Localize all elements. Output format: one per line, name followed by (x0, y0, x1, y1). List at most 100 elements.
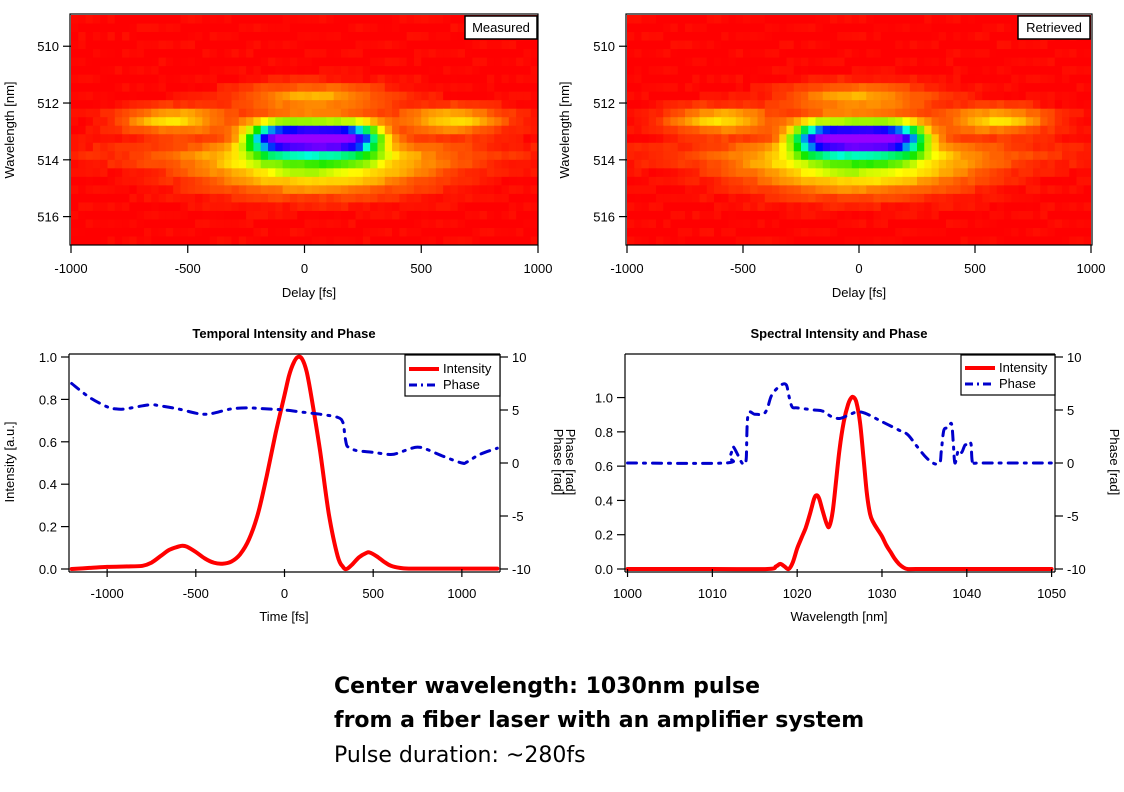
heatmap-cell (472, 151, 481, 161)
heatmap-cell (238, 15, 247, 25)
heatmap-cell (435, 236, 444, 245)
heatmap-cell (370, 49, 379, 59)
heatmap-cell (706, 117, 715, 127)
heatmap-cell (71, 117, 79, 127)
heatmap-cell (494, 185, 503, 195)
heatmap-cell (938, 74, 947, 84)
heatmap-cell (641, 134, 650, 144)
heatmap-cell (100, 108, 109, 118)
heatmap-cell (786, 168, 795, 178)
heatmap-cell (1054, 193, 1063, 204)
heatmap-cell (1004, 15, 1012, 25)
heatmap-cell (333, 210, 342, 221)
heatmap-cell (304, 15, 313, 25)
heatmap-cell (297, 91, 306, 101)
heatmap-cell (224, 219, 233, 229)
heatmap-cell (428, 185, 437, 195)
heatmap-cell (931, 219, 940, 229)
heatmap-cell (238, 100, 247, 110)
heatmap-cell (670, 219, 679, 229)
heatmap-cell (801, 210, 809, 221)
heatmap-cell (319, 91, 327, 101)
heatmap-cell (989, 176, 998, 186)
heatmap-cell (844, 83, 853, 93)
heatmap-cell (340, 168, 349, 178)
heatmap-cell (648, 108, 657, 118)
heatmap-cell (370, 108, 379, 118)
heatmap-cell (428, 202, 437, 212)
heatmap-cell (260, 202, 269, 212)
heatmap-cell (692, 57, 701, 67)
heatmap-cell (1076, 49, 1085, 59)
y2-tick-label: 10 (512, 350, 526, 365)
heatmap-cell (1069, 176, 1078, 186)
heatmap-cell (859, 159, 867, 169)
heatmap-cell (435, 74, 444, 84)
heatmap-cell (377, 23, 386, 33)
heatmap-cell (960, 142, 969, 152)
heatmap-cell (530, 83, 538, 93)
heatmap-cell (246, 91, 255, 101)
heatmap-cell (231, 108, 240, 118)
heatmap-cell (92, 91, 101, 101)
heatmap-cell (1040, 176, 1049, 186)
heatmap-cell (151, 15, 160, 25)
heatmap-cell (989, 236, 998, 245)
heatmap-cell (1062, 125, 1070, 135)
heatmap-cell (508, 74, 517, 84)
heatmap-cell (743, 236, 751, 245)
heatmap-cell (136, 83, 145, 93)
heatmap-cell (457, 108, 466, 118)
heatmap-cell (304, 57, 313, 67)
heatmap-cell (1054, 108, 1063, 118)
heatmap-cell (830, 142, 838, 152)
heatmap-cell (1004, 202, 1012, 212)
heatmap-cell (340, 32, 349, 42)
heatmap-cell (494, 134, 503, 144)
heatmap-cell (443, 32, 452, 42)
heatmap-cell (392, 236, 400, 245)
heatmap-cell (750, 40, 759, 50)
heatmap-cell (472, 202, 481, 212)
heatmap-cell (85, 151, 94, 161)
heatmap-cell (78, 40, 87, 50)
heatmap-cell (238, 117, 247, 127)
heatmap-cell (122, 66, 130, 76)
heatmap-cell (486, 159, 495, 169)
heatmap-cell (443, 134, 452, 144)
heatmap-cell (837, 142, 846, 152)
heatmap-cell (844, 236, 853, 245)
heatmap-cell (355, 91, 364, 101)
heatmap-cell (180, 176, 189, 186)
heatmap-cell (523, 202, 532, 212)
heatmap-cell (1011, 125, 1020, 135)
heatmap-cell (406, 168, 415, 178)
heatmap-cell (268, 57, 276, 67)
heatmap-cell (435, 151, 444, 161)
heatmap-cell (880, 15, 889, 25)
heatmap-cell (764, 193, 773, 204)
heatmap-cell (989, 57, 998, 67)
heatmap-cell (202, 176, 211, 186)
heatmap-cell (311, 151, 320, 161)
heatmap-cell (289, 23, 298, 33)
heatmap-cell (494, 219, 503, 229)
heatmap-cell (114, 15, 123, 25)
heatmap-cell (457, 40, 466, 50)
heatmap-cell (692, 23, 701, 33)
heatmap-cell (78, 202, 87, 212)
heatmap-cell (165, 134, 174, 144)
heatmap-cell (326, 40, 335, 50)
heatmap-cell (508, 125, 517, 135)
heatmap-cell (340, 185, 349, 195)
heatmap-cell (377, 108, 386, 118)
heatmap-cell (289, 236, 298, 245)
heatmap-cell (246, 40, 255, 50)
heatmap-cell (743, 57, 751, 67)
spectral-plot: Spectral Intensity and Phase 1000 1010 102… (563, 326, 1122, 624)
heatmap-cell (1033, 142, 1041, 152)
heatmap-cell (275, 176, 284, 186)
heatmap-cell (289, 185, 298, 195)
heatmap-cell (1069, 83, 1078, 93)
heatmap-cell (129, 117, 138, 127)
